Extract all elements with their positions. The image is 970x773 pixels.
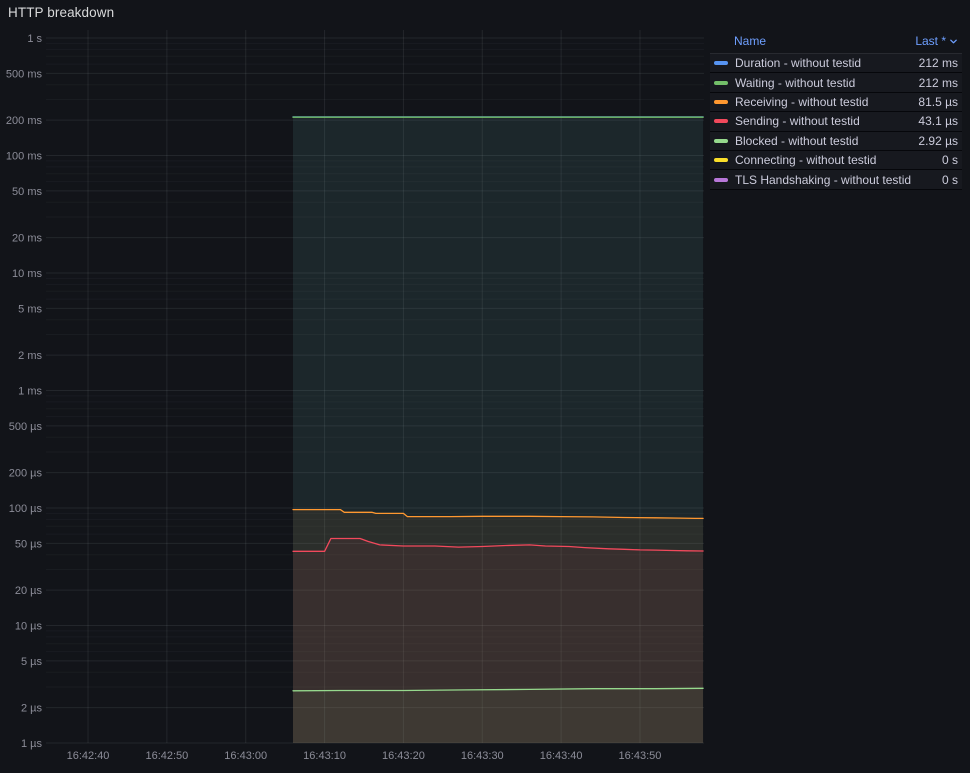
y-tick-label: 5 ms <box>18 303 42 315</box>
y-tick-label: 20 µs <box>15 585 43 597</box>
x-tick-label: 16:43:40 <box>540 750 583 762</box>
legend-row-sending[interactable]: Sending - without testid 43.1 µs <box>710 112 962 132</box>
series-color-swatch <box>714 61 728 66</box>
y-tick-label: 10 µs <box>15 621 43 633</box>
legend-series-name: Waiting - without testid <box>735 75 856 90</box>
y-tick-label: 5 µs <box>21 656 43 668</box>
y-tick-label: 100 µs <box>9 503 43 515</box>
panel-title: HTTP breakdown <box>8 5 115 20</box>
y-tick-label: 500 µs <box>9 421 43 433</box>
x-tick-label: 16:43:20 <box>382 750 425 762</box>
legend-series-name: Duration - without testid <box>735 56 862 71</box>
legend-series-name: Connecting - without testid <box>735 153 877 168</box>
y-tick-label: 200 µs <box>9 468 43 480</box>
series-color-swatch <box>714 158 728 163</box>
legend-series-last-value: 0 s <box>941 153 958 168</box>
legend-series-last-value: 212 ms <box>918 75 958 90</box>
series-fill-sending <box>293 538 704 743</box>
y-tick-label: 200 ms <box>6 115 43 127</box>
y-axis-labels: 1 s 500 ms 200 ms 100 ms 50 ms 20 ms 10 ms 5 ms… <box>6 33 43 750</box>
legend-sort-last[interactable]: Last * <box>915 34 958 48</box>
y-tick-label: 1 µs <box>21 738 43 750</box>
legend-series-name: TLS Handshaking - without testid <box>735 172 912 187</box>
x-tick-label: 16:42:40 <box>67 750 110 762</box>
x-tick-label: 16:43:10 <box>303 750 346 762</box>
x-tick-label: 16:43:50 <box>619 750 662 762</box>
y-tick-label: 2 ms <box>18 350 42 362</box>
y-tick-label: 100 ms <box>6 151 43 163</box>
series-color-swatch <box>714 80 728 85</box>
y-tick-label: 20 ms <box>12 233 42 245</box>
series-line-sending <box>292 537 704 552</box>
legend-row-waiting[interactable]: Waiting - without testid 212 ms <box>710 73 962 93</box>
series-fill-duration <box>293 116 704 743</box>
legend-sort-name[interactable]: Name <box>734 34 767 48</box>
legend-series-last-value: 0 s <box>941 172 958 187</box>
series-line-receiving <box>292 508 704 520</box>
series-fill-receiving <box>293 509 704 743</box>
legend-rows: Duration - without testid 212 ms Waiting -… <box>710 54 962 190</box>
legend-row-connecting[interactable]: Connecting - without testid 0 s <box>710 151 962 171</box>
series-fill-blocked <box>293 688 704 743</box>
series-lines <box>292 116 704 692</box>
x-tick-label: 16:43:00 <box>224 750 267 762</box>
y-tick-label: 1 s <box>27 33 42 45</box>
legend-header: Name Last * <box>710 32 962 54</box>
chevron-down-icon <box>950 39 957 43</box>
x-axis-labels: 16:42:40 16:42:50 16:43:00 16:43:10 16:43:20… <box>67 750 662 762</box>
series-color-swatch <box>714 99 728 104</box>
legend-series-last-value: 212 ms <box>918 56 958 71</box>
legend-series-last-value: 81.5 µs <box>918 94 958 109</box>
series-color-swatch <box>714 177 728 182</box>
series-color-swatch <box>714 138 728 143</box>
legend-sort-last-label: Last * <box>915 34 946 48</box>
series-fill-waiting <box>293 117 704 743</box>
legend-row-duration[interactable]: Duration - without testid 212 ms <box>710 54 962 74</box>
legend-series-name: Sending - without testid <box>735 114 860 129</box>
x-tick-label: 16:43:30 <box>461 750 504 762</box>
series-color-swatch <box>714 119 728 124</box>
legend-series-name: Receiving - without testid <box>735 94 869 109</box>
y-tick-label: 10 ms <box>12 268 42 280</box>
legend-row-tls-handshaking[interactable]: TLS Handshaking - without testid 0 s <box>710 170 962 190</box>
x-tick-label: 16:42:50 <box>145 750 188 762</box>
y-tick-label: 50 µs <box>15 538 43 550</box>
y-tick-label: 50 ms <box>12 186 42 198</box>
legend-table: Name Last * Duration - without testid 212… <box>710 32 962 190</box>
grid-major <box>46 30 704 744</box>
series-fills <box>293 116 704 743</box>
legend-row-blocked[interactable]: Blocked - without testid 2.92 µs <box>710 132 962 151</box>
legend-series-last-value: 2.92 µs <box>918 133 958 148</box>
legend-series-last-value: 43.1 µs <box>918 114 958 129</box>
y-tick-label: 500 ms <box>6 68 43 80</box>
series-line-blocked <box>292 687 704 692</box>
y-tick-label: 1 ms <box>18 386 42 398</box>
y-tick-label: 2 µs <box>21 703 43 715</box>
legend-row-receiving[interactable]: Receiving - without testid 81.5 µs <box>710 93 962 113</box>
legend-series-name: Blocked - without testid <box>735 133 859 148</box>
